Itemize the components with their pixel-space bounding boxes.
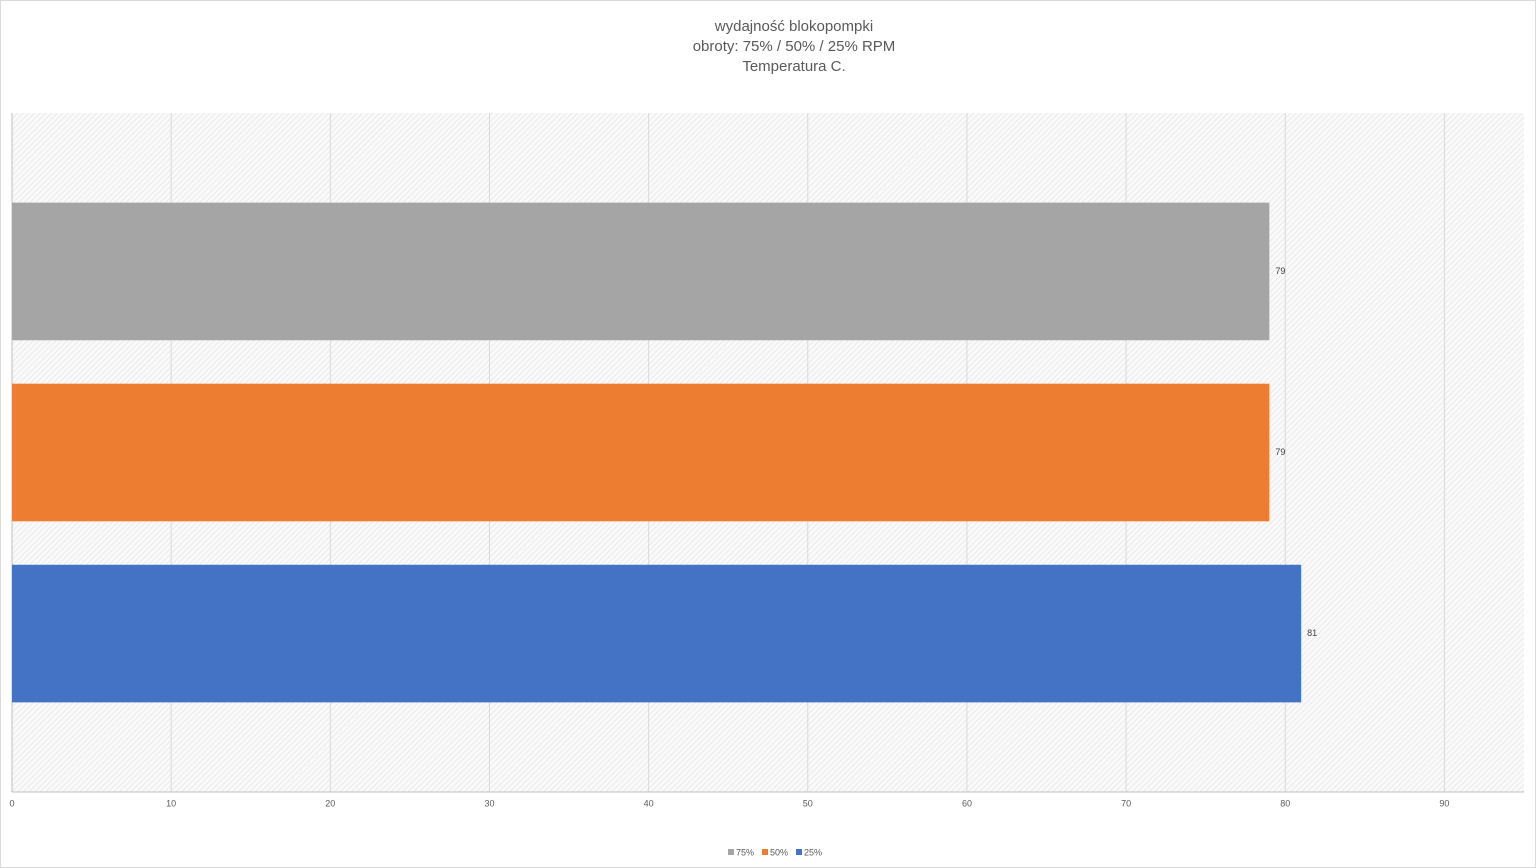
bar <box>12 202 1270 341</box>
x-tick-label: 80 <box>1280 798 1290 808</box>
legend-swatch <box>728 849 734 855</box>
x-tick-label: 90 <box>1439 798 1449 808</box>
x-tick-label: 10 <box>166 798 176 808</box>
chart-title: obroty: 75% / 50% / 25% RPM <box>693 38 896 55</box>
chart-title: Temperatura C. <box>742 58 845 75</box>
bar <box>12 383 1270 522</box>
legend-swatch <box>796 849 803 855</box>
x-tick-label: 30 <box>484 798 494 808</box>
legend-swatch <box>762 849 769 855</box>
legend-label: 25% <box>804 847 822 857</box>
x-tick-label: 50 <box>803 798 813 808</box>
legend-label: 75% <box>736 847 754 857</box>
data-label: 81 <box>1307 628 1317 638</box>
chart-title: wydajność blokopompki <box>714 18 873 35</box>
data-label: 79 <box>1275 266 1285 276</box>
x-tick-label: 40 <box>644 798 654 808</box>
x-tick-label: 20 <box>325 798 335 808</box>
x-tick-label: 60 <box>962 798 972 808</box>
data-label: 79 <box>1275 447 1285 457</box>
bar <box>12 564 1302 703</box>
x-tick-label: 0 <box>9 798 14 808</box>
legend-label: 50% <box>770 847 788 857</box>
x-tick-label: 70 <box>1121 798 1131 808</box>
